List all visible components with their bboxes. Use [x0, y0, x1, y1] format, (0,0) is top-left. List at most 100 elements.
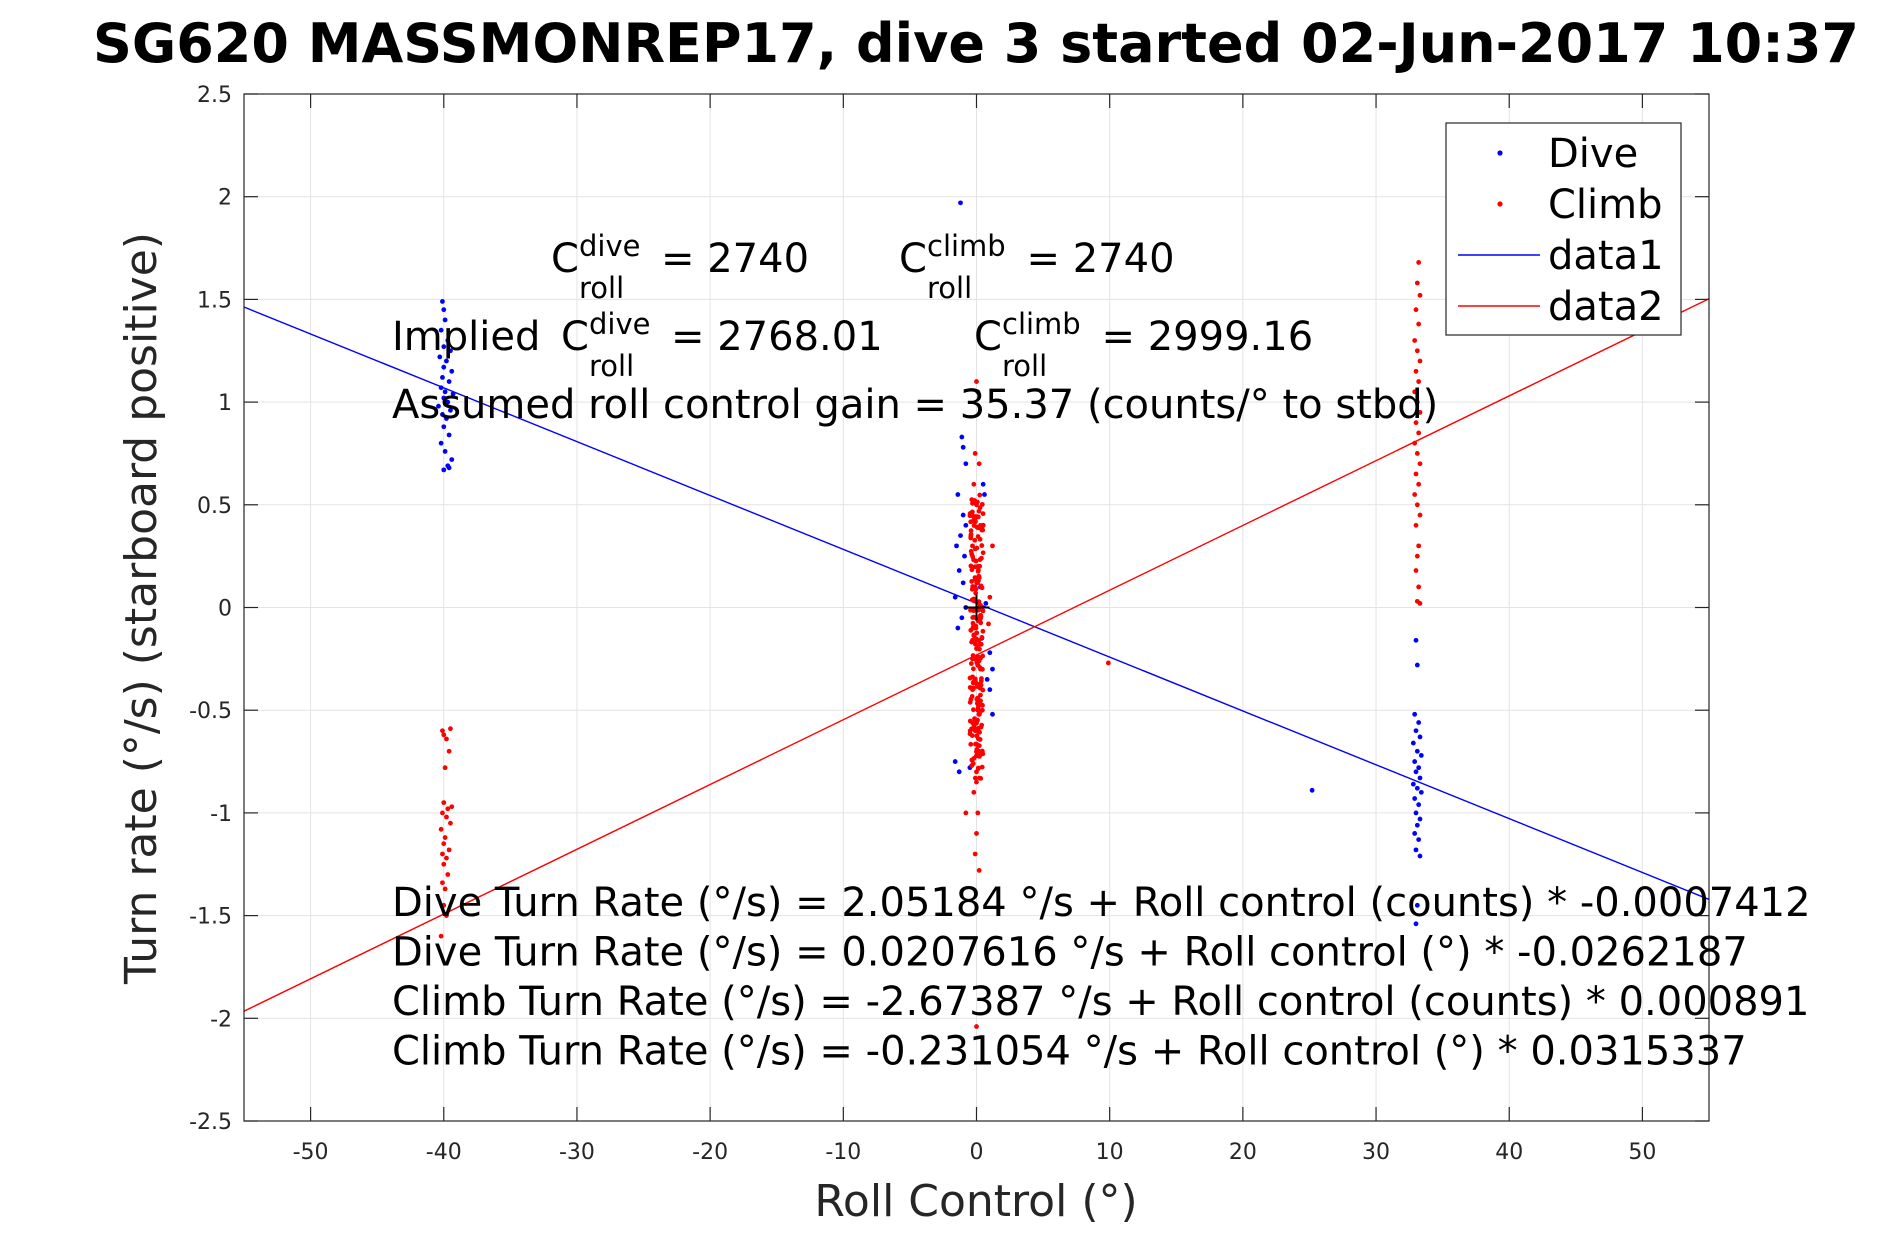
data-point-climb [438, 826, 444, 832]
data-point-climb [974, 831, 979, 836]
x-tick-label: -30 [559, 1140, 595, 1165]
data-point-climb [449, 804, 455, 810]
fit-equation-1: Dive Turn Rate (°/s) = 2.05184 °/s + Rol… [392, 880, 1811, 926]
x-axis-label: Roll Control (°) [814, 1176, 1137, 1227]
data-point-climb [973, 590, 979, 596]
data-point-dive [450, 391, 456, 397]
data-point-climb [444, 814, 449, 820]
x-tick-label: -10 [825, 1140, 861, 1165]
data-point-climb [969, 579, 975, 584]
data-point-climb [440, 810, 445, 816]
data-point-dive [442, 389, 448, 395]
data-point-climb [442, 886, 448, 892]
data-point-climb [969, 726, 975, 732]
data-point-climb [970, 500, 976, 506]
data-point-dive [1418, 789, 1424, 795]
data-point-climb [1416, 430, 1422, 436]
legend[interactable]: Dive Climb data1 data2 [1445, 122, 1682, 336]
data-point-climb [1414, 280, 1420, 286]
data-point-climb [968, 607, 973, 613]
data-point-climb [1416, 260, 1422, 265]
data-point-dive [954, 543, 959, 549]
data-point-dive [446, 432, 452, 438]
implied-c-roll-dive-base: C [561, 314, 589, 360]
data-point-dive [1412, 711, 1418, 717]
legend-label-climb[interactable]: Climb [1548, 182, 1663, 228]
data-point-climb [978, 616, 983, 622]
data-point-climb [972, 451, 978, 456]
x-tick-label: 40 [1495, 1140, 1523, 1165]
data-point-climb [978, 698, 983, 704]
data-point-dive [441, 344, 447, 350]
data-point-climb [1414, 553, 1420, 559]
data-point-dive [1413, 810, 1419, 816]
c-roll-climb-sup: climb [927, 229, 1006, 263]
data-point-dive [1412, 759, 1418, 764]
data-point-climb [974, 524, 980, 530]
legend-box [1445, 122, 1682, 336]
data-point-climb [441, 732, 447, 738]
data-point-climb [970, 685, 976, 691]
data-point-dive [445, 399, 451, 405]
data-point-dive [983, 600, 989, 606]
data-point-climb [969, 639, 975, 645]
data-point-climb [974, 696, 980, 702]
data-point-climb [446, 847, 452, 853]
legend-label-data2[interactable]: data2 [1548, 284, 1664, 330]
data-point-dive [1417, 816, 1423, 822]
data-point-climb [974, 379, 979, 384]
data-point-dive [982, 492, 987, 497]
data-point-climb [1416, 584, 1422, 590]
data-point-dive [438, 440, 444, 446]
data-point-dive [1417, 734, 1423, 740]
data-point-climb [974, 779, 979, 785]
data-point-climb [979, 585, 985, 591]
data-point-dive [442, 448, 448, 454]
data-point-climb [1417, 292, 1423, 298]
data-point-climb [444, 736, 449, 742]
data-point-climb [973, 741, 978, 747]
data-point-dive [963, 461, 969, 467]
data-point-climb [1414, 399, 1420, 405]
data-point-climb [1412, 389, 1418, 395]
data-point-climb [979, 676, 984, 681]
legend-marker-dive [1497, 150, 1503, 156]
data-point-climb [1412, 492, 1418, 497]
data-point-climb [974, 684, 980, 690]
data-point-dive [956, 769, 962, 775]
data-point-climb [990, 543, 995, 549]
data-point-dive [441, 364, 447, 370]
data-point-climb [970, 620, 976, 626]
data-point-climb [448, 820, 453, 826]
y-tick-label: -2 [210, 1007, 232, 1032]
data-point-climb [442, 835, 448, 840]
data-point-dive [448, 348, 453, 354]
legend-label-data1[interactable]: data1 [1548, 233, 1664, 279]
data-point-climb [975, 568, 981, 574]
implied-c-roll-dive-sub: roll [589, 349, 634, 383]
y-tick-label: 2.5 [197, 83, 232, 108]
data-point-dive [1410, 740, 1416, 746]
data-point-climb [968, 741, 974, 747]
data-point-dive [1413, 637, 1419, 643]
data-point-climb [976, 461, 982, 467]
data-point-climb [1416, 543, 1422, 549]
data-point-climb [978, 612, 984, 618]
implied-c-roll-climb-value: = 2999.16 [1102, 314, 1314, 360]
data-point-dive [441, 307, 447, 313]
data-point-climb [980, 666, 985, 672]
c-roll-dive-base: C [551, 236, 579, 282]
data-point-dive [1414, 785, 1420, 791]
legend-label-dive[interactable]: Dive [1548, 131, 1638, 177]
data-point-climb [1412, 440, 1418, 446]
data-point-climb [1414, 451, 1420, 456]
data-point-dive [987, 687, 993, 693]
data-point-climb [973, 586, 979, 592]
data-point-dive [1309, 787, 1315, 793]
data-point-dive [960, 512, 966, 518]
data-point-climb [970, 564, 976, 570]
data-point-climb [974, 580, 980, 586]
data-point-climb [970, 707, 976, 713]
data-point-dive [959, 615, 965, 621]
data-point-climb [971, 481, 977, 487]
